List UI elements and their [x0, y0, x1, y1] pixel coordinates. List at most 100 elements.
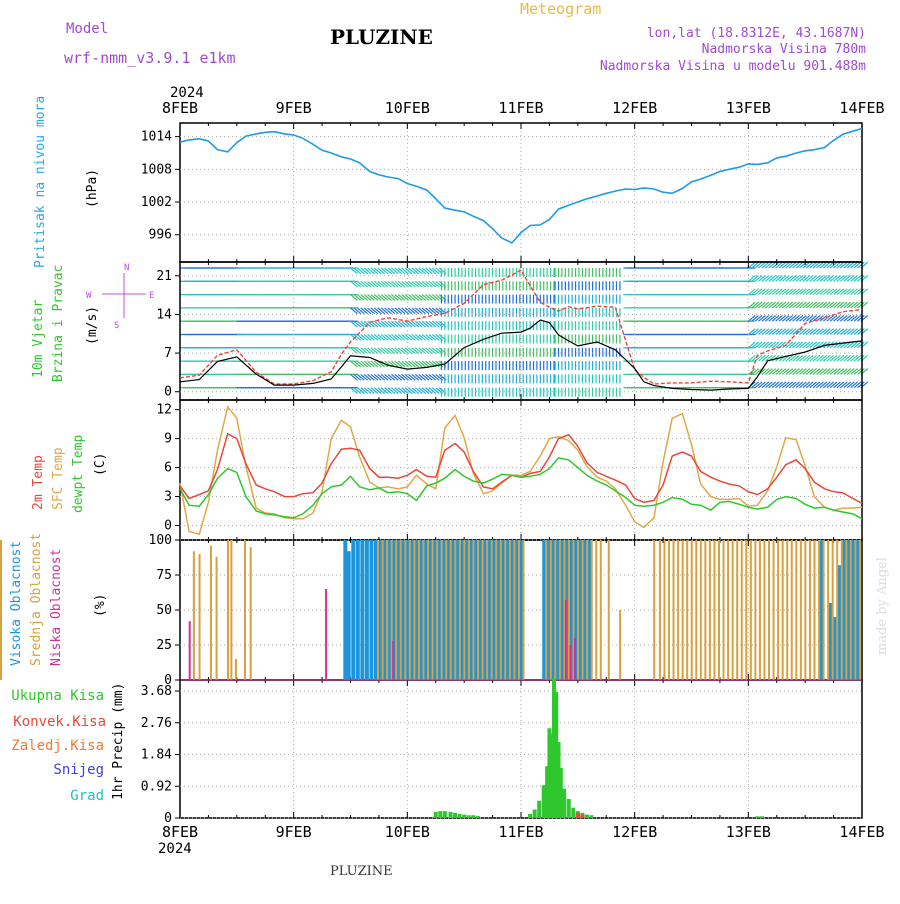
wind-arrow — [391, 387, 399, 394]
wind-sector-2 — [350, 267, 447, 394]
wind-arrow — [394, 267, 403, 275]
wind-arrow — [792, 314, 800, 322]
wind-arrow — [360, 334, 369, 341]
wind-arrow — [353, 360, 362, 368]
wind-arrow — [418, 320, 426, 328]
wind-arrow — [370, 334, 379, 341]
wind-arrow — [829, 275, 838, 282]
wind-arrow — [411, 294, 420, 301]
high-cloud-bar — [505, 540, 510, 680]
wind-arrow — [771, 354, 780, 362]
mid-cloud-bar — [718, 540, 721, 680]
total-precip-bar — [433, 811, 438, 818]
mid-cloud-bar — [790, 540, 793, 680]
wind-arrow — [421, 334, 430, 341]
wind-arrow — [846, 354, 855, 362]
high-cloud-bar — [501, 540, 506, 680]
mid-cloud-bar — [413, 540, 416, 680]
mid-cloud-bar — [545, 540, 548, 680]
wind-arrow — [795, 261, 804, 269]
wind-arrow — [805, 314, 814, 322]
wind-arrow — [846, 381, 855, 389]
wind-gust-line — [179, 269, 863, 385]
legend-snow: Snijeg — [53, 762, 104, 778]
wind-arrow — [418, 373, 426, 381]
wind-arrow — [367, 334, 375, 341]
mid-cloud-bar — [417, 540, 420, 680]
high-cloud-bar — [437, 540, 442, 680]
temp-label-sfc: SFC Temp — [51, 447, 66, 510]
high-cloud-bar — [842, 540, 847, 680]
mid-cloud-bar — [822, 540, 825, 680]
mid-cloud-bar — [827, 540, 830, 680]
elevation-text: Nadmorska Visina 780m — [702, 42, 867, 57]
high-cloud-bar — [414, 540, 419, 680]
wind-arrow — [826, 288, 835, 296]
wind-arrow — [373, 294, 382, 301]
wind-arrow — [387, 334, 396, 341]
high-cloud-bar — [419, 540, 424, 680]
wind-arrow — [761, 368, 770, 375]
meteogram-label: Meteogram — [520, 0, 601, 18]
wind-arrow — [846, 275, 855, 282]
wind-arrow — [846, 301, 855, 309]
wind-arrow — [788, 261, 797, 269]
wind-arrow — [421, 307, 430, 315]
wind-arrow — [380, 373, 389, 381]
wind-arrow — [843, 341, 852, 349]
wind-arrow — [840, 368, 848, 375]
wind-arrow — [411, 267, 420, 275]
wind-arrow — [816, 381, 824, 389]
wind-arrow — [404, 334, 413, 341]
wind-arrow — [353, 347, 362, 355]
mid-cloud-bar — [567, 540, 570, 680]
high-cloud-bar — [446, 540, 451, 680]
total-precip-bar — [448, 811, 453, 818]
wind-arrow — [819, 301, 828, 309]
wind-arrow — [401, 387, 409, 394]
wind-arrow — [782, 288, 790, 296]
high-cloud-bar — [442, 540, 447, 680]
precip-ytick-label: 2.76 — [141, 716, 172, 731]
date-label-top: 12FEB — [612, 99, 657, 117]
high-cloud-bar — [346, 551, 351, 680]
total-precip-bar — [545, 766, 550, 818]
mid-cloud-bar — [704, 540, 707, 680]
wind-arrow — [778, 368, 787, 375]
wind-arrow — [397, 307, 406, 315]
wind-arrow — [812, 354, 821, 362]
wind-arrow — [404, 307, 413, 315]
wind-arrow — [408, 280, 416, 288]
high-cloud-bar — [487, 540, 492, 680]
wind-arrow — [843, 381, 852, 389]
wind-arrow — [829, 368, 838, 375]
wind-arrow — [819, 288, 828, 296]
wind-arrow — [812, 301, 821, 309]
wind-arrow — [829, 314, 838, 322]
date-label-top: 13FEB — [726, 99, 771, 117]
wind-ytick-label: 0 — [164, 385, 172, 400]
wind-arrow — [816, 354, 824, 362]
wind-arrow — [846, 368, 855, 375]
mid-cloud-bar — [209, 545, 212, 680]
wind-arrow — [802, 368, 811, 375]
wind-arrow — [373, 334, 382, 341]
wind-arrow — [778, 314, 787, 322]
wind-arrow — [428, 294, 437, 301]
mid-cloud-bar — [795, 540, 798, 680]
wind-arrow — [377, 267, 386, 275]
wind-arrow — [408, 360, 416, 368]
wind-arrow — [822, 328, 831, 335]
low-cloud-bar — [188, 621, 191, 680]
wind-arrow — [778, 261, 787, 269]
wind-arrow — [805, 354, 814, 362]
wind-arrow — [833, 261, 841, 269]
mid-cloud-bar — [768, 540, 771, 680]
mid-cloud-bar — [399, 540, 402, 680]
cloud-ytick-label: 75 — [156, 568, 172, 583]
wind-arrow — [816, 275, 824, 282]
wind-arrow — [414, 294, 423, 301]
high-cloud-bar — [355, 540, 360, 680]
wind-arrow — [805, 301, 814, 309]
high-cloud-bar — [383, 540, 388, 680]
